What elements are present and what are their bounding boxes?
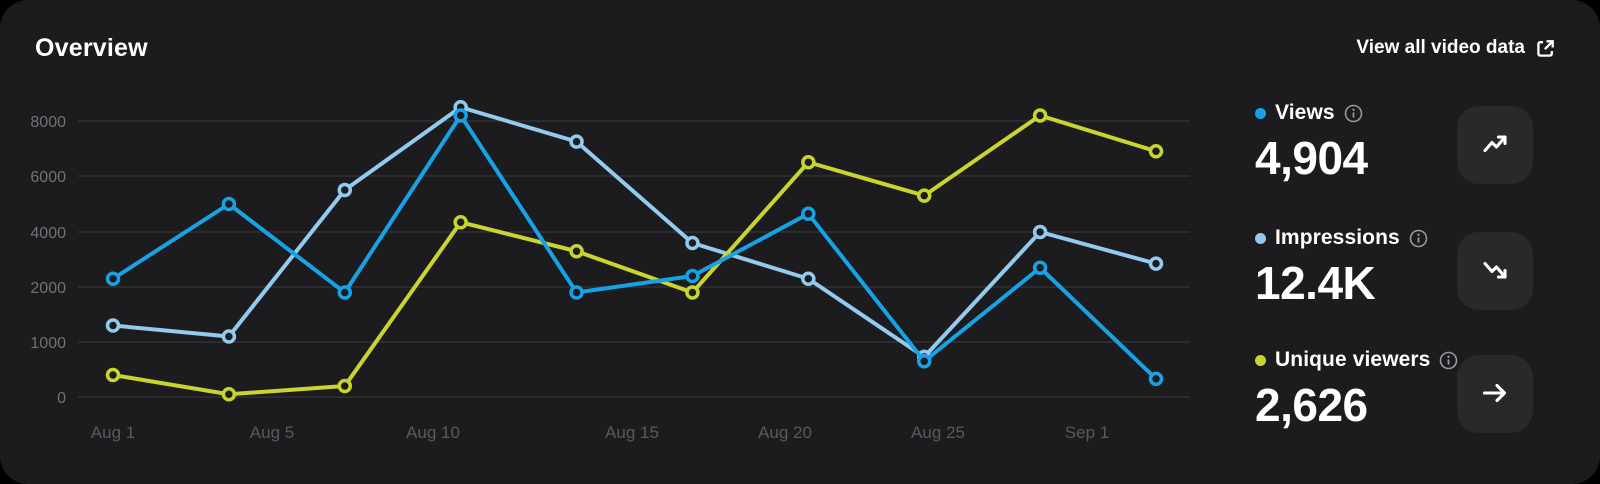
data-point-unique-viewers[interactable] [453,214,468,230]
data-point-impressions[interactable] [1148,256,1164,271]
x-axis-tick-label: Aug 10 [406,423,460,442]
data-point-views[interactable] [221,196,237,212]
data-point-unique-viewers[interactable] [916,188,932,203]
unique-viewers-value: 2,626 [1255,379,1368,431]
data-point-views[interactable] [1148,371,1164,387]
data-point-unique-viewers[interactable] [685,285,700,300]
data-point-impressions[interactable] [801,271,816,286]
series-line-impressions [111,105,1158,359]
data-point-impressions[interactable] [569,134,584,149]
x-axis-tick-label: Aug 1 [91,423,135,442]
stat-impressions: Impressions 12.4K [1255,226,1445,310]
x-axis-tick-label: Aug 25 [911,423,965,442]
unique-viewers-label: Unique viewers [1275,348,1431,371]
views-label: Views [1275,101,1335,124]
data-point-views[interactable] [453,108,468,123]
stat-views: Views 4,904 [1255,101,1445,185]
external-link-icon [1535,38,1556,59]
data-point-unique-viewers[interactable] [1032,108,1048,123]
data-point-unique-viewers[interactable] [1148,144,1164,159]
x-axis-tick-label: Aug 5 [250,423,294,442]
y-axis-tick-label: 4000 [30,225,66,242]
overview-chart[interactable]: 0 1000 2000 4000 6000 8000 Aug 1 Aug 5 Aug 10 Aug… [30,90,1200,460]
series-line-views [111,113,1158,381]
data-point-impressions[interactable] [1032,224,1048,240]
series-line-unique-viewers [111,113,1158,397]
data-point-impressions[interactable] [685,235,700,251]
arrow-right-icon [1477,375,1513,414]
x-axis-tick-label: Aug 20 [758,423,812,442]
data-point-views[interactable] [916,354,932,369]
data-point-views[interactable] [1032,260,1048,275]
y-axis-tick-label: 2000 [30,280,66,297]
view-all-video-data-link[interactable]: View all video data [1356,37,1556,59]
info-icon[interactable] [1439,351,1458,370]
views-trend-button[interactable] [1457,106,1533,184]
data-point-impressions[interactable] [221,329,237,344]
impressions-trend-button[interactable] [1457,232,1533,310]
data-point-unique-viewers[interactable] [105,367,121,383]
unique-viewers-detail-button[interactable] [1457,355,1533,433]
data-point-views[interactable] [801,206,816,222]
views-legend-dot [1255,107,1266,119]
data-point-views[interactable] [105,271,121,286]
data-point-impressions[interactable] [337,182,353,198]
view-all-video-data-label: View all video data [1356,37,1525,58]
x-axis-tick-label: Aug 15 [605,423,659,442]
info-icon[interactable] [1409,229,1428,248]
page-title: Overview [35,34,148,62]
data-point-unique-viewers[interactable] [569,244,584,259]
data-point-impressions[interactable] [105,318,121,333]
y-axis-tick-label: 8000 [30,114,66,131]
data-point-unique-viewers[interactable] [221,387,237,402]
impressions-legend-dot [1255,232,1266,244]
impressions-label: Impressions [1275,226,1400,249]
data-point-unique-viewers[interactable] [337,378,353,394]
info-icon[interactable] [1344,104,1363,123]
data-point-views[interactable] [569,285,584,300]
data-point-views[interactable] [337,285,353,300]
data-point-views[interactable] [685,268,700,284]
x-axis-tick-label: Sep 1 [1065,423,1109,442]
data-point-unique-viewers[interactable] [801,155,816,170]
y-axis-tick-label: 1000 [30,335,66,352]
line-chart-svg: 0 1000 2000 4000 6000 8000 Aug 1 Aug 5 Aug 10 Aug… [30,100,1190,442]
trending-up-icon [1477,126,1513,165]
trending-down-icon [1477,252,1513,291]
y-axis-tick-label: 0 [57,390,66,407]
unique-viewers-legend-dot [1255,354,1266,366]
y-axis-tick-label: 6000 [30,169,66,186]
views-value: 4,904 [1255,132,1368,184]
impressions-value: 12.4K [1255,257,1376,309]
stat-unique-viewers: Unique viewers 2,626 [1255,348,1458,432]
